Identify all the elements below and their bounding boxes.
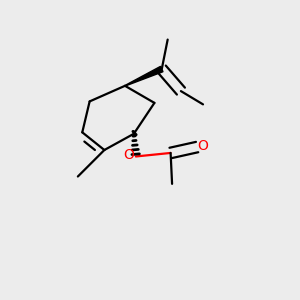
Text: O: O [198,139,208,153]
Text: O: O [123,148,134,162]
Polygon shape [125,66,163,86]
